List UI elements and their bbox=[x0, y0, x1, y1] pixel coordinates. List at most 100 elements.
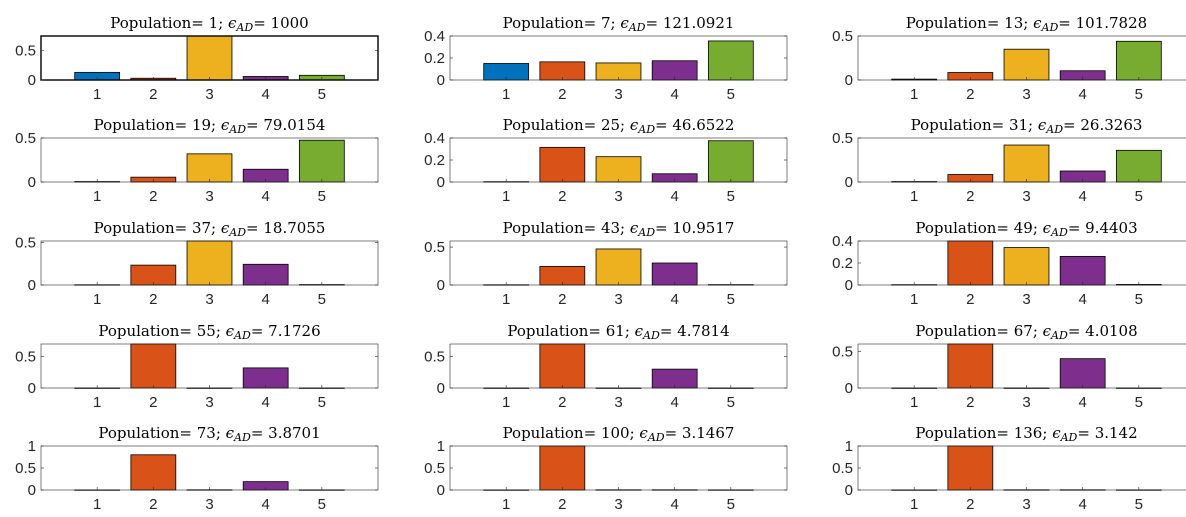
subplot-1: Population= 1; ϵAD= 1000 0 0.5 1 2 3 4 5 bbox=[15, 14, 379, 103]
title-eps: ϵ bbox=[639, 424, 648, 442]
subplot-title: Population= 13; ϵAD= 101.7828 bbox=[906, 14, 1147, 34]
subplot-title: Population= 25; ϵAD= 46.6522 bbox=[503, 116, 735, 136]
x-tick-label: 4 bbox=[261, 291, 269, 308]
x-tick-label: 3 bbox=[205, 188, 213, 205]
x-tick-label: 5 bbox=[318, 188, 326, 205]
title-eps: ϵ bbox=[635, 322, 644, 340]
title-eq: = bbox=[1077, 424, 1094, 442]
subplot-title: Population= 49; ϵAD= 9.4403 bbox=[915, 219, 1137, 239]
x-tick-label: 1 bbox=[93, 394, 101, 411]
x-tick-label: 3 bbox=[614, 291, 622, 308]
x-tick-label: 2 bbox=[966, 291, 974, 308]
subplot-15: Population= 136; ϵAD= 3.142 0 0.5 1 1 2 3 4 5 bbox=[832, 424, 1186, 513]
bar-4 bbox=[651, 262, 698, 286]
title-eq: = bbox=[660, 322, 677, 340]
x-tick-label: 1 bbox=[93, 188, 101, 205]
title-val: 3.8701 bbox=[268, 424, 321, 442]
subplot-title: Population= 136; ϵAD= 3.142 bbox=[915, 424, 1137, 444]
title-eq: = bbox=[655, 116, 672, 134]
title-eq: = bbox=[646, 14, 663, 32]
bar-2 bbox=[539, 445, 586, 491]
title-sub: AD bbox=[1045, 123, 1063, 136]
y-tick-label: 0 bbox=[845, 482, 853, 499]
y-tick-label: 0.5 bbox=[15, 235, 36, 252]
x-tick-label: 4 bbox=[670, 291, 678, 308]
title-n: 1 bbox=[209, 14, 219, 32]
x-tick-label: 2 bbox=[558, 394, 566, 411]
title-n: 43 bbox=[601, 219, 620, 237]
title-eq: = bbox=[665, 424, 682, 442]
x-tick-label: 2 bbox=[149, 86, 157, 103]
x-tick-label: 5 bbox=[318, 86, 326, 103]
axes-box bbox=[857, 343, 1186, 389]
title-n: 100 bbox=[601, 424, 630, 442]
subplot-title: Population= 19; ϵAD= 79.0154 bbox=[94, 116, 326, 136]
title-n: 136 bbox=[1014, 424, 1043, 442]
y-tick-label: 0 bbox=[845, 277, 853, 294]
title-eq: = bbox=[655, 219, 672, 237]
title-eq: = bbox=[251, 322, 268, 340]
title-eps: ϵ bbox=[1043, 219, 1052, 237]
subplot-13: Population= 73; ϵAD= 3.8701 0 0.5 1 1 2 3 4 5 bbox=[15, 424, 379, 513]
title-eps: ϵ bbox=[226, 322, 235, 340]
y-tick-label: 0.5 bbox=[424, 460, 445, 477]
bar-3 bbox=[186, 35, 233, 81]
title-n: 55 bbox=[197, 322, 216, 340]
x-tick-label: 4 bbox=[1078, 394, 1086, 411]
subplot-title: Population= 31; ϵAD= 26.3263 bbox=[911, 116, 1143, 136]
axes-box bbox=[40, 445, 379, 491]
x-tick-label: 4 bbox=[670, 86, 678, 103]
y-tick-label: 0.5 bbox=[15, 43, 36, 60]
title-eps: ϵ bbox=[226, 424, 235, 442]
x-tick-label: 4 bbox=[1078, 291, 1086, 308]
title-val: 7.1726 bbox=[268, 322, 321, 340]
title-mid: ; bbox=[611, 14, 621, 32]
title-eq: = bbox=[251, 424, 268, 442]
bar-2 bbox=[947, 445, 994, 491]
x-tick-label: 3 bbox=[205, 86, 213, 103]
subplot-11: Population= 61; ϵAD= 4.7814 0 0.5 1 2 3 4 5 bbox=[424, 322, 788, 411]
subplot-title: Population= 55; ϵAD= 7.1726 bbox=[98, 322, 320, 342]
axes-box bbox=[40, 343, 379, 389]
x-tick-label: 3 bbox=[1022, 394, 1030, 411]
subplot-14: Population= 100; ϵAD= 3.1467 0 0.5 1 1 2 3 4 5 bbox=[424, 424, 788, 513]
x-tick-label: 5 bbox=[1135, 188, 1143, 205]
y-tick-label: 0.5 bbox=[424, 239, 445, 256]
title-n: 61 bbox=[606, 322, 625, 340]
y-tick-label: 1 bbox=[28, 438, 36, 455]
subplot-12: Population= 67; ϵAD= 4.0108 0 0.5 1 2 3 4 5 bbox=[832, 322, 1186, 411]
bar-4 bbox=[242, 367, 289, 389]
bar-3 bbox=[595, 248, 642, 286]
x-tick-label: 2 bbox=[558, 291, 566, 308]
y-tick-label: 0 bbox=[28, 482, 36, 499]
x-tick-label: 3 bbox=[614, 496, 622, 513]
title-mid: ; bbox=[1028, 116, 1038, 134]
title-val: 26.3263 bbox=[1080, 116, 1142, 134]
y-tick-label: 1 bbox=[437, 438, 445, 455]
title-n: 13 bbox=[1004, 14, 1023, 32]
title-eps: ϵ bbox=[221, 219, 230, 237]
x-tick-label: 1 bbox=[910, 496, 918, 513]
bar-2 bbox=[539, 343, 586, 389]
title-n: 49 bbox=[1014, 219, 1033, 237]
bar-3 bbox=[186, 153, 233, 183]
bar-3 bbox=[595, 156, 642, 183]
title-mid: ; bbox=[218, 14, 228, 32]
bar-2 bbox=[130, 343, 177, 389]
x-tick-label: 5 bbox=[318, 291, 326, 308]
x-tick-label: 1 bbox=[502, 188, 510, 205]
title-mid: ; bbox=[1042, 424, 1052, 442]
title-eps: ϵ bbox=[221, 116, 230, 134]
bar-5 bbox=[707, 140, 754, 183]
x-tick-label: 4 bbox=[261, 188, 269, 205]
y-tick-label: 0 bbox=[437, 174, 445, 191]
x-tick-label: 2 bbox=[149, 291, 157, 308]
title-pre: Population= bbox=[503, 14, 601, 32]
y-tick-label: 0 bbox=[437, 380, 445, 397]
x-tick-label: 4 bbox=[1078, 496, 1086, 513]
title-val: 9.4403 bbox=[1085, 219, 1138, 237]
x-tick-label: 1 bbox=[910, 291, 918, 308]
title-sub: AD bbox=[1050, 226, 1068, 239]
x-tick-label: 5 bbox=[727, 496, 735, 513]
x-tick-label: 4 bbox=[670, 188, 678, 205]
